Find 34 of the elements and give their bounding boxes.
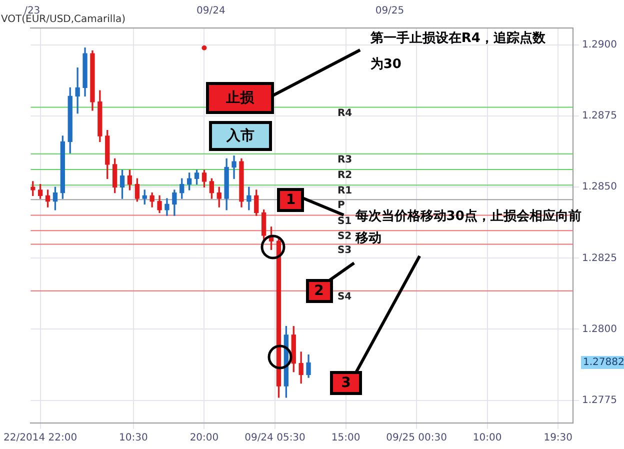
- annotation: 第一手止损设在R4，追踪点数为30: [370, 30, 546, 74]
- y-tick-label: 1.2900: [582, 40, 618, 51]
- x-tick-label: 15:00: [331, 432, 360, 444]
- text: VOT(EUR/USD,Camarilla): [1, 14, 126, 25]
- y-tick-label: 1.2850: [582, 182, 618, 193]
- ref-line-label: R2: [337, 170, 352, 182]
- y-tick-label: 1.2825: [582, 252, 618, 264]
- y-tick-label: 1.2775: [582, 394, 618, 406]
- ref-line-label: R1: [337, 186, 352, 197]
- x2-tick-label: 09/24: [196, 6, 226, 17]
- x-tick-label: 09/25 00:30: [386, 432, 447, 444]
- ref-line-label: S4: [337, 291, 352, 302]
- ref-line-label: R3: [337, 154, 352, 166]
- annotation: 入市: [208, 121, 272, 151]
- ref-line-label: P: [337, 200, 345, 212]
- ref-line-label: S2: [337, 231, 352, 242]
- x-tick-label: 19:30: [544, 432, 573, 444]
- annotation: 止损: [206, 82, 274, 114]
- y-tick-label: 1.2800: [582, 324, 618, 335]
- x-tick-label: 10:00: [472, 432, 502, 444]
- x2-tick-label: 09/25: [375, 6, 404, 17]
- annotation: 2: [306, 278, 333, 303]
- ref-line-label: S3: [337, 244, 352, 256]
- x-tick-label: 22/2014 22:00: [4, 432, 78, 444]
- x-tick-label: 09/24 05:30: [244, 432, 306, 444]
- x-tick-label: 10:30: [119, 432, 148, 444]
- ref-line-label: S1: [337, 216, 352, 227]
- y-tick-label: 1.2875: [582, 110, 618, 122]
- annotation: 3: [330, 371, 362, 395]
- text: 1.27882: [581, 356, 624, 369]
- x-tick-label: 20:00: [190, 432, 219, 444]
- annotation: 1: [277, 188, 304, 212]
- ref-line-label: R4: [337, 108, 352, 119]
- candlestick: [75, 67, 80, 114]
